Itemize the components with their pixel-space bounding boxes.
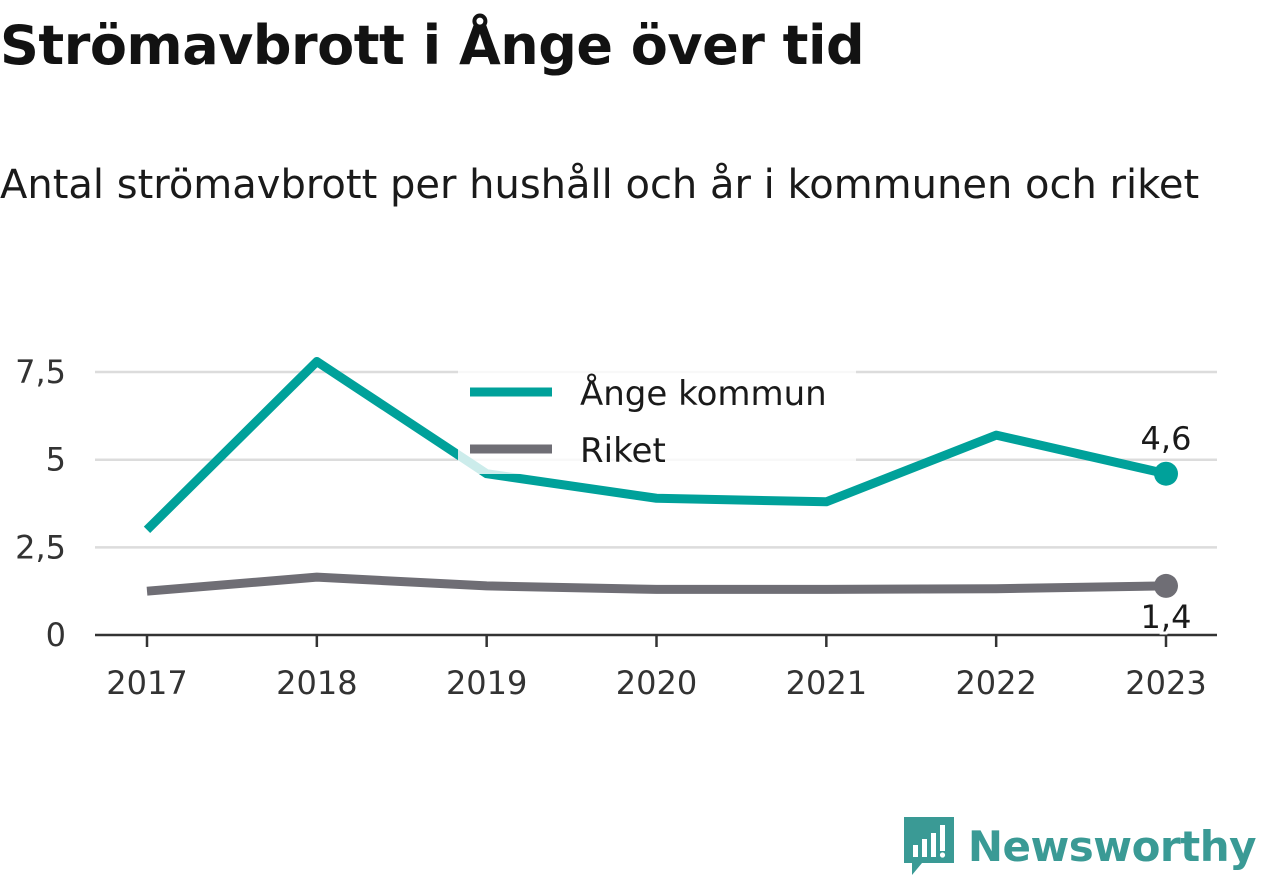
y-tick-label: 2,5 [15, 528, 66, 566]
x-tick-label: 2021 [786, 664, 867, 702]
x-tick-label: 2019 [446, 664, 527, 702]
y-axis-ticks: 0 2,5 5 7,5 [15, 353, 66, 654]
brand-logo: Newsworthy [903, 817, 1257, 875]
x-axis-ticks: 2017 2018 2019 2020 2021 2022 2023 [106, 635, 1207, 702]
x-tick-label: 2022 [955, 664, 1036, 702]
end-value-label: 4,6 [1141, 420, 1192, 458]
chart-subtitle: Antal strömavbrott per hushåll och år i … [0, 162, 1200, 208]
legend-label-ange-kommun: Ånge kommun [580, 373, 827, 414]
y-tick-label: 0 [46, 616, 66, 654]
series-line-riket [146, 572, 1167, 596]
x-tick-label: 2023 [1125, 664, 1206, 702]
newsworthy-logo-icon [903, 817, 954, 875]
x-tick-label: 2018 [276, 664, 357, 702]
y-tick-label: 7,5 [15, 353, 66, 391]
end-marker-riket [1154, 573, 1178, 598]
legend-label-riket: Riket [580, 431, 666, 471]
legend: Ånge kommun Riket [458, 364, 856, 474]
legend-background [458, 364, 856, 474]
x-tick-label: 2017 [106, 664, 187, 702]
brand-name: Newsworthy [967, 821, 1257, 871]
x-tick-label: 2020 [616, 664, 697, 702]
y-tick-label: 5 [46, 441, 66, 479]
end-marker-ange-kommun [1154, 461, 1178, 486]
chart-title: Strömavbrott i Ånge över tid [0, 14, 865, 77]
end-value-label: 1,4 [1141, 598, 1192, 636]
series-endpoints: 4,6 1,4 [1138, 417, 1195, 639]
